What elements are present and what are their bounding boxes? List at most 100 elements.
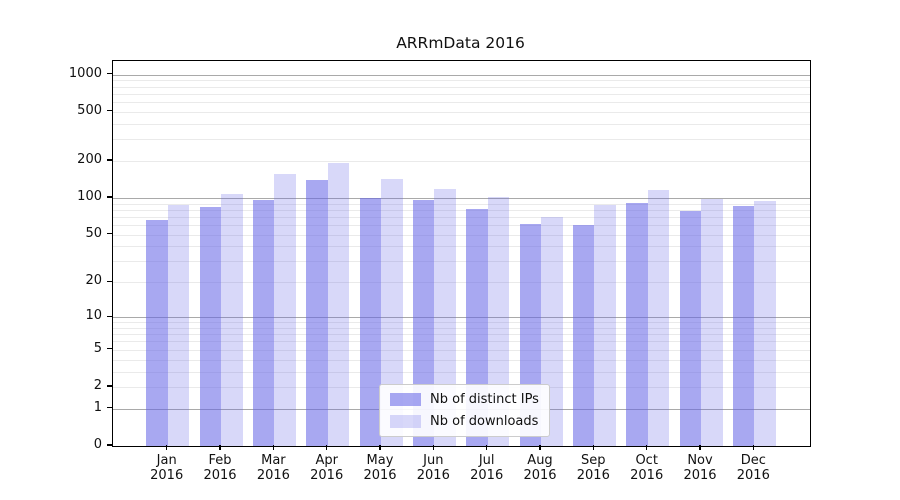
gridline-30 — [113, 261, 810, 263]
plot-area: Nb of distinct IPs Nb of downloads — [112, 60, 811, 447]
x-tick-label-jan: Jan 2016 — [150, 453, 184, 483]
x-tick-mar — [272, 445, 274, 450]
gridline-20 — [113, 282, 810, 284]
x-tick-aug — [539, 445, 541, 450]
bar-feb-distinct-ips — [199, 206, 221, 446]
x-tick-label-apr: Apr 2016 — [310, 453, 344, 483]
legend-swatch-distinct-ips — [390, 393, 421, 406]
bar-jan-downloads — [167, 204, 190, 446]
gridline-100 — [113, 198, 810, 200]
y-tick-label-10: 10 — [85, 308, 102, 324]
y-tick-20 — [107, 280, 112, 282]
gridline-700 — [113, 93, 810, 95]
gridline-300 — [113, 139, 810, 141]
bar-jan-distinct-ips — [146, 220, 168, 446]
gridline-5 — [113, 349, 810, 351]
y-tick-200 — [107, 159, 112, 161]
legend-row-downloads: Nb of downloads — [390, 414, 539, 429]
legend-label-downloads: Nb of downloads — [430, 414, 539, 429]
bar-mar-distinct-ips — [252, 200, 275, 446]
x-tick-jun — [432, 445, 434, 450]
gridline-3 — [113, 371, 810, 373]
legend-label-distinct-ips: Nb of distinct IPs — [430, 392, 539, 407]
x-tick-apr — [326, 445, 328, 450]
y-tick-label-0: 0 — [93, 437, 102, 452]
bar-feb-downloads — [221, 194, 243, 446]
y-tick-1 — [107, 407, 112, 409]
bar-nov-downloads — [701, 199, 723, 446]
y-tick-label-2: 2 — [93, 378, 102, 393]
x-tick-nov — [699, 445, 701, 450]
bar-apr-distinct-ips — [306, 180, 328, 446]
gridline-60 — [113, 225, 810, 227]
gridline-1000 — [113, 74, 810, 76]
gridline-7 — [113, 334, 810, 336]
x-tick-label-jul: Jul 2016 — [470, 453, 504, 483]
legend-swatch-downloads — [390, 415, 421, 428]
y-tick-500 — [107, 110, 112, 112]
bar-dec-distinct-ips — [732, 206, 755, 446]
x-tick-label-jun: Jun 2016 — [416, 453, 450, 483]
x-tick-label-dec: Dec 2016 — [736, 453, 770, 483]
gridline-70 — [113, 216, 810, 218]
x-tick-jan — [166, 445, 168, 450]
y-tick-label-5: 5 — [93, 340, 102, 356]
y-tick-0 — [107, 444, 112, 446]
gridline-600 — [113, 102, 810, 104]
x-tick-sep — [592, 445, 594, 450]
x-tick-label-may: May 2016 — [363, 453, 397, 483]
x-tick-label-aug: Aug 2016 — [523, 453, 557, 483]
gridline-50 — [113, 234, 810, 236]
y-tick-10 — [107, 315, 112, 317]
y-tick-label-200: 200 — [77, 152, 102, 167]
bar-apr-downloads — [327, 163, 350, 446]
gridline-4 — [113, 359, 810, 361]
x-tick-label-oct: Oct 2016 — [630, 453, 664, 483]
x-tick-feb — [219, 445, 221, 450]
bar-may-downloads — [381, 179, 403, 446]
bar-sep-distinct-ips — [572, 225, 595, 446]
x-tick-label-sep: Sep 2016 — [576, 453, 610, 483]
gridline-8 — [113, 327, 810, 329]
bar-may-distinct-ips — [359, 198, 381, 446]
y-tick-100 — [107, 196, 112, 198]
bar-oct-distinct-ips — [626, 203, 648, 446]
x-tick-label-feb: Feb 2016 — [203, 453, 237, 483]
gridline-200 — [113, 161, 810, 162]
x-tick-oct — [646, 445, 648, 450]
bar-nov-distinct-ips — [679, 210, 701, 446]
gridline-6 — [113, 341, 810, 343]
legend: Nb of distinct IPs Nb of downloads — [379, 384, 550, 437]
x-tick-dec — [752, 445, 754, 450]
x-tick-jul — [486, 445, 488, 450]
gridline-40 — [113, 246, 810, 248]
y-tick-label-1000: 1000 — [68, 65, 102, 81]
bar-jun-downloads — [434, 188, 456, 446]
gridline-500 — [113, 111, 810, 113]
chart-title: ARRmData 2016 — [396, 34, 525, 52]
gridline-80 — [113, 209, 810, 211]
y-tick-label-1: 1 — [93, 399, 102, 415]
y-tick-1000 — [107, 73, 112, 75]
bar-dec-downloads — [754, 200, 776, 446]
bar-jul-downloads — [487, 196, 510, 446]
x-tick-label-nov: Nov 2016 — [683, 453, 717, 483]
y-tick-label-500: 500 — [77, 102, 102, 118]
gridline-900 — [113, 80, 810, 82]
bar-oct-downloads — [647, 190, 670, 446]
y-tick-label-50: 50 — [85, 225, 102, 241]
gridline-10 — [113, 317, 810, 319]
y-tick-2 — [107, 385, 112, 387]
gridline-9 — [113, 322, 810, 324]
x-tick-label-mar: Mar 2016 — [256, 453, 290, 483]
y-tick-50 — [107, 233, 112, 235]
gridline-800 — [113, 86, 810, 88]
x-tick-may — [379, 445, 381, 450]
gridline-400 — [113, 123, 810, 125]
bar-mar-downloads — [274, 173, 296, 446]
gridline-90 — [113, 203, 810, 205]
bar-sep-downloads — [594, 205, 616, 446]
legend-row-distinct-ips: Nb of distinct IPs — [390, 392, 539, 407]
y-tick-label-20: 20 — [85, 273, 102, 289]
